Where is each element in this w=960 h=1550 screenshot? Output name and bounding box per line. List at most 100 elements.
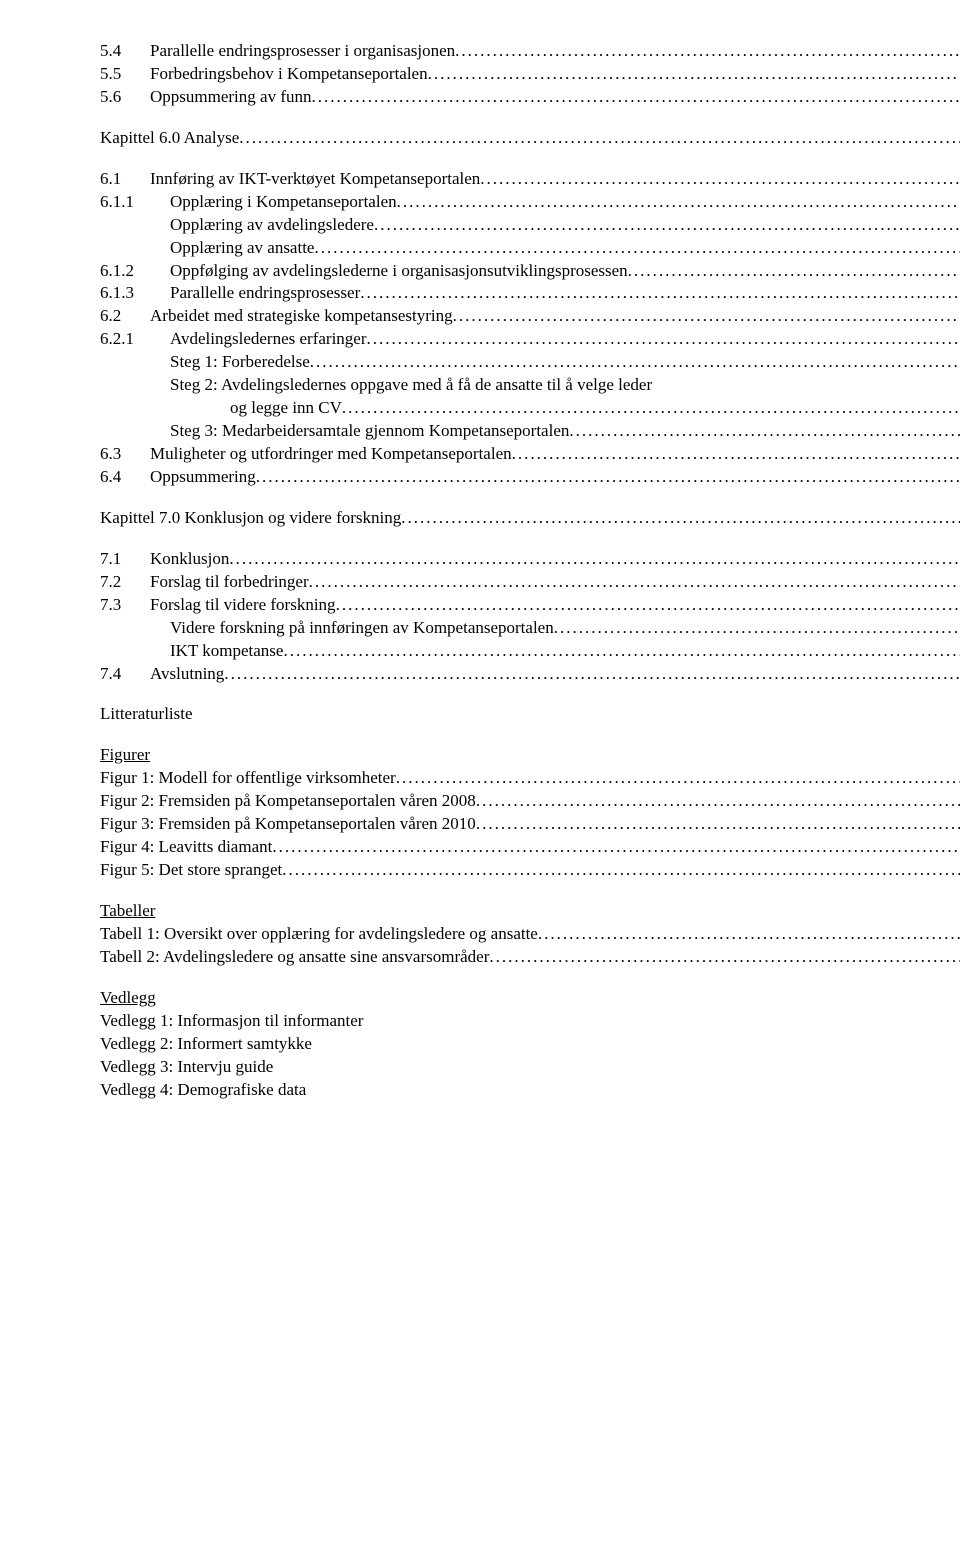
toc-entry: og legge inn CV77 — [100, 397, 960, 420]
tabeller-heading: Tabeller — [100, 900, 960, 923]
toc-entry: 5.4Parallelle endringsprosesser i organi… — [100, 40, 960, 63]
toc-number: 6.1.1 — [100, 191, 170, 214]
toc-number: 6.1 — [100, 168, 150, 191]
figure-entry: Figur 5: Det store spranget28 — [100, 859, 960, 882]
toc-label: Avdelingsledernes erfaringer — [170, 328, 367, 351]
vedlegg-heading: Vedlegg — [100, 987, 960, 1010]
table-leader-dots — [538, 923, 960, 946]
toc-label: Forslag til forbedringer — [150, 571, 309, 594]
toc-label: Arbeidet med strategiske kompetansestyri… — [150, 305, 453, 328]
toc-label: Forbedringsbehov i Kompetanseportalen — [150, 63, 428, 86]
toc-number: 5.4 — [100, 40, 150, 63]
table-entry: Tabell 1: Oversikt over opplæring for av… — [100, 923, 960, 946]
toc-entry: 6.3Muligheter og utfordringer med Kompet… — [100, 443, 960, 466]
toc-leader-dots — [397, 191, 960, 214]
table-leader-dots — [489, 946, 960, 969]
toc-number: 6.3 — [100, 443, 150, 466]
figure-label: Figur 4: Leavitts diamant — [100, 836, 272, 859]
table-label: Tabell 1: Oversikt over opplæring for av… — [100, 923, 538, 946]
vedlegg-entry: Vedlegg 3: Intervju guide — [100, 1056, 960, 1079]
toc-entry: 6.2Arbeidet med strategiske kompetansest… — [100, 305, 960, 328]
toc-leader-dots — [229, 548, 960, 571]
figure-label: Figur 1: Modell for offentlige virksomhe… — [100, 767, 396, 790]
toc-label: Kapittel 6.0 Analyse — [100, 127, 239, 150]
toc-leader-dots — [256, 466, 960, 489]
toc-entry: 6.4Oppsummering89 — [100, 466, 960, 489]
toc-entry: Videre forskning på innføringen av Kompe… — [100, 617, 960, 640]
toc-number: 6.4 — [100, 466, 150, 489]
toc-label: IKT kompetanse — [170, 640, 283, 663]
toc-leader-dots — [428, 63, 960, 86]
toc-number: 7.4 — [100, 663, 150, 686]
toc-leader-dots — [283, 640, 960, 663]
toc-leader-dots — [569, 420, 960, 443]
toc-label: Videre forskning på innføringen av Kompe… — [170, 617, 554, 640]
toc-label: Oppsummering av funn — [150, 86, 311, 109]
toc-label: Parallelle endringsprosesser — [170, 282, 360, 305]
tables-list: Tabell 1: Oversikt over opplæring for av… — [100, 923, 960, 969]
toc-label: Steg 3: Medarbeidersamtale gjennom Kompe… — [170, 420, 569, 443]
toc-label: Opplæring av ansatte — [170, 237, 314, 260]
toc-label: Muligheter og utfordringer med Kompetans… — [150, 443, 512, 466]
figure-leader-dots — [476, 790, 960, 813]
toc-entry: Steg 1: Forberedelse76 — [100, 351, 960, 374]
toc-entry: IKT kompetanse93 — [100, 640, 960, 663]
toc-label: Forslag til videre forskning — [150, 594, 336, 617]
toc-entry: 7.1Konklusjon91 — [100, 548, 960, 571]
table-label: Tabell 2: Avdelingsledere og ansatte sin… — [100, 946, 489, 969]
toc-label: Innføring av IKT-verktøyet Kompetansepor… — [150, 168, 480, 191]
figure-label: Figur 2: Fremsiden på Kompetanseportalen… — [100, 790, 476, 813]
toc-number: 7.2 — [100, 571, 150, 594]
toc-label: Steg 1: Forberedelse — [170, 351, 310, 374]
toc-label: Opplæring av avdelingsledere — [170, 214, 374, 237]
toc-entry: 6.1.2Oppfølging av avdelingslederne i or… — [100, 260, 960, 283]
table-entry: Tabell 2: Avdelingsledere og ansatte sin… — [100, 946, 960, 969]
toc-leader-dots — [480, 168, 960, 191]
litteraturliste-heading: Litteraturliste — [100, 703, 960, 726]
figure-entry: Figur 2: Fremsiden på Kompetanseportalen… — [100, 790, 960, 813]
toc-label: Oppfølging av avdelingslederne i organis… — [170, 260, 628, 283]
toc-number: 6.2 — [100, 305, 150, 328]
toc-leader-dots — [310, 351, 960, 374]
toc-leader-dots — [628, 260, 960, 283]
toc-leader-dots — [453, 305, 960, 328]
toc-entry: Opplæring av ansatte70 — [100, 237, 960, 260]
toc-leader-dots — [367, 328, 960, 351]
toc-label: Steg 2: Avdelingsledernes oppgave med å … — [170, 374, 652, 397]
toc-entry: Kapittel 7.0 Konklusjon og videre forskn… — [100, 507, 960, 530]
toc-entry: Steg 3: Medarbeidersamtale gjennom Kompe… — [100, 420, 960, 443]
toc-leader-dots — [512, 443, 960, 466]
toc-label: Oppsummering — [150, 466, 256, 489]
toc-entry: 7.3Forslag til videre forskning92 — [100, 594, 960, 617]
toc-entry: 6.2.1Avdelingsledernes erfaringer76 — [100, 328, 960, 351]
figure-leader-dots — [282, 859, 960, 882]
toc-entry: Steg 2: Avdelingsledernes oppgave med å … — [100, 374, 960, 397]
toc-entry: 6.1.3Parallelle endringsprosesser73 — [100, 282, 960, 305]
toc-entry: 6.1Innføring av IKT-verktøyet Kompetanse… — [100, 168, 960, 191]
toc-entry: 7.4Avslutning94 — [100, 663, 960, 686]
toc-number: 5.6 — [100, 86, 150, 109]
toc-leader-dots — [239, 127, 960, 150]
vedlegg-entry: Vedlegg 1: Informasjon til informanter — [100, 1010, 960, 1033]
figure-entry: Figur 1: Modell for offentlige virksomhe… — [100, 767, 960, 790]
toc-leader-dots — [360, 282, 960, 305]
figure-leader-dots — [396, 767, 960, 790]
vedlegg-list: Vedlegg 1: Informasjon til informanter Ve… — [100, 1010, 960, 1102]
figure-entry: Figur 3: Fremsiden på Kompetanseportalen… — [100, 813, 960, 836]
vedlegg-entry: Vedlegg 4: Demografiske data — [100, 1079, 960, 1102]
toc-leader-dots — [374, 214, 960, 237]
toc-label: Parallelle endringsprosesser i organisas… — [150, 40, 455, 63]
figure-label: Figur 5: Det store spranget — [100, 859, 282, 882]
toc-leader-dots — [401, 507, 960, 530]
toc-number: 5.5 — [100, 63, 150, 86]
figures-list: Figur 1: Modell for offentlige virksomhe… — [100, 767, 960, 882]
toc-leader-dots — [224, 663, 960, 686]
toc-label: Avslutning — [150, 663, 224, 686]
toc-leader-dots — [311, 86, 960, 109]
toc-entry: Opplæring av avdelingsledere68 — [100, 214, 960, 237]
toc-leader-dots — [309, 571, 960, 594]
toc-entry: 7.2Forslag til forbedringer92 — [100, 571, 960, 594]
toc-label: Kapittel 7.0 Konklusjon og videre forskn… — [100, 507, 401, 530]
figure-entry: Figur 4: Leavitts diamant22 — [100, 836, 960, 859]
table-of-contents: 5.4Parallelle endringsprosesser i organi… — [100, 40, 960, 685]
